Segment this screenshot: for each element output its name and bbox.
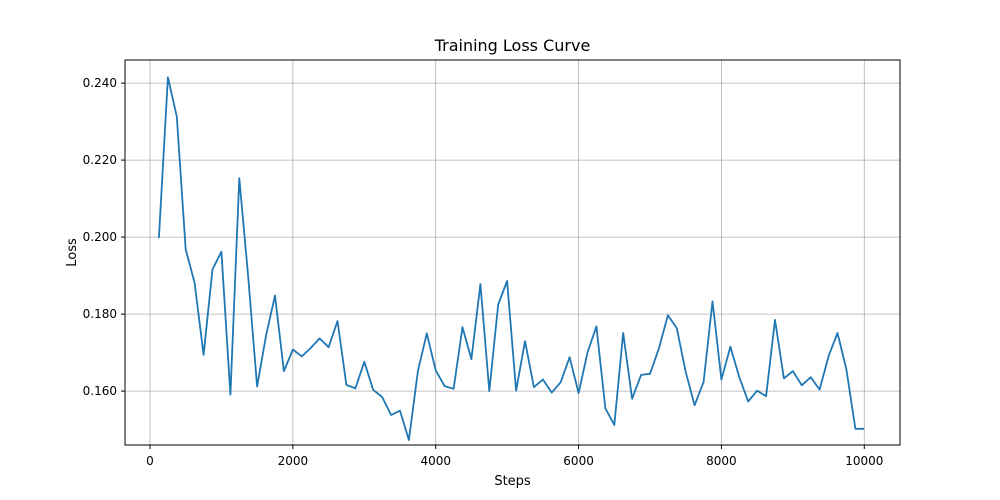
x-tick-label: 6000	[563, 454, 594, 468]
grid-lines	[125, 60, 900, 445]
y-tick-label: 0.180	[83, 307, 117, 321]
y-tick-label: 0.220	[83, 153, 117, 167]
chart-title: Training Loss Curve	[434, 36, 591, 55]
axis-ticks: 0 2000 4000 6000 8000 10000 0.160 0.180 0.200 0.2…	[83, 76, 884, 468]
x-tick-label: 10000	[845, 454, 883, 468]
x-tick-label: 2000	[278, 454, 309, 468]
loss-series-line	[158, 76, 865, 441]
y-tick-label: 0.240	[83, 76, 117, 90]
y-tick-label: 0.200	[83, 230, 117, 244]
x-tick-label: 4000	[420, 454, 451, 468]
y-tick-label: 0.160	[83, 384, 117, 398]
x-tick-label: 8000	[706, 454, 737, 468]
plot-area-frame	[124, 59, 901, 446]
x-axis-label: Steps	[494, 474, 531, 489]
y-axis-label: Loss	[65, 238, 80, 267]
x-tick-label: 0	[146, 454, 154, 468]
series-layer	[158, 76, 865, 441]
